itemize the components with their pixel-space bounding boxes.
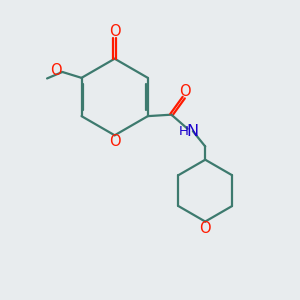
Text: O: O [109, 24, 121, 39]
Text: O: O [109, 134, 121, 149]
Text: H: H [179, 125, 189, 138]
Text: O: O [200, 220, 211, 236]
Text: N: N [187, 124, 199, 139]
Text: O: O [50, 63, 62, 78]
Text: O: O [179, 84, 191, 99]
